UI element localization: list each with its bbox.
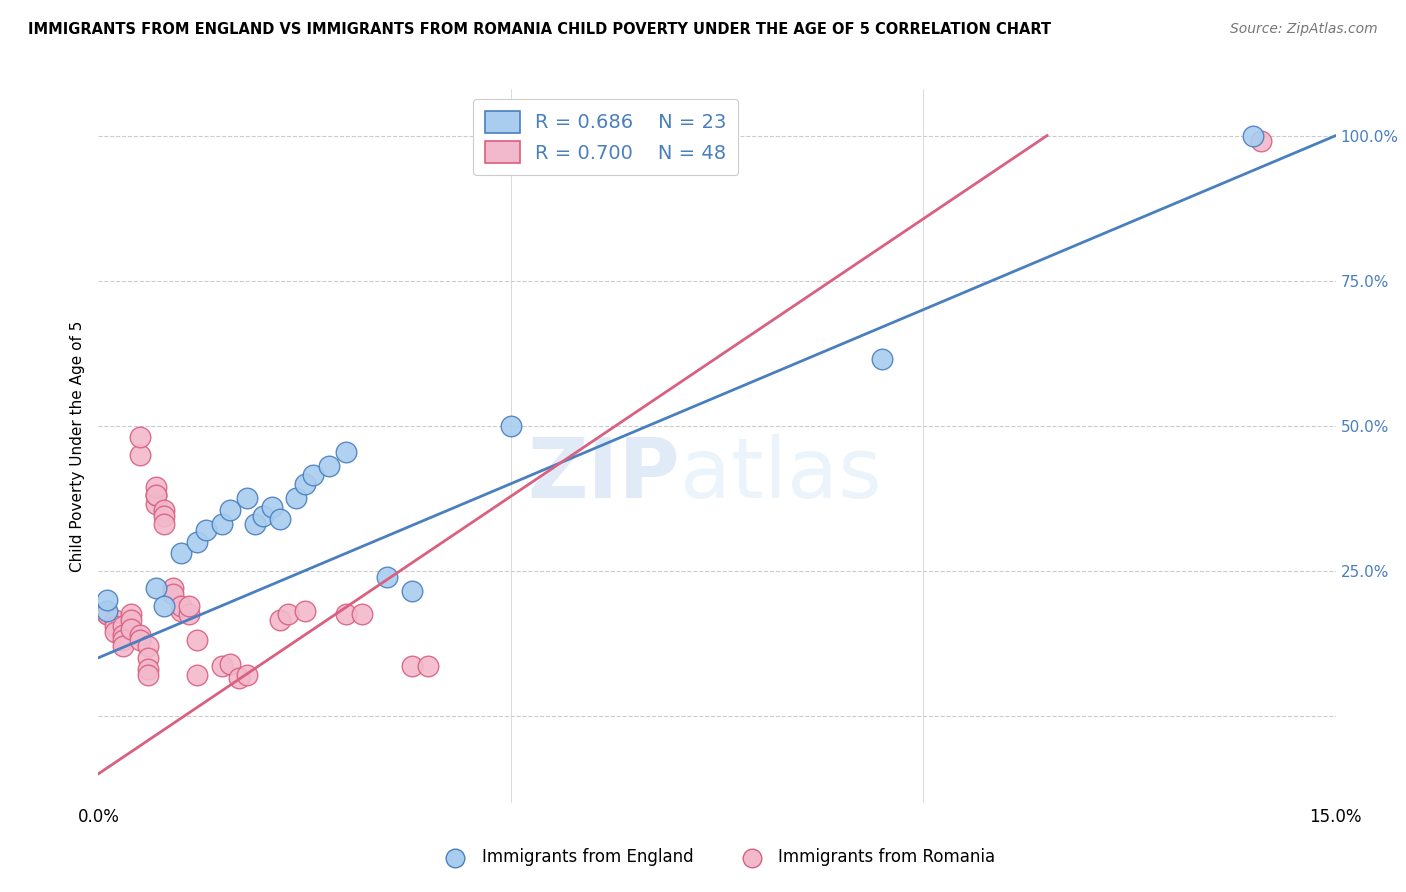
Point [120, 613, 142, 627]
Point [112, 619, 135, 633]
Point [112, 639, 135, 653]
Point [1241, 128, 1264, 143]
Point [96, 607, 118, 622]
Point [236, 668, 259, 682]
Point [516, 135, 538, 149]
Point [294, 604, 316, 618]
Point [104, 613, 127, 627]
Text: atlas: atlas [681, 434, 882, 515]
Point [104, 619, 127, 633]
Point [252, 508, 274, 523]
Point [186, 668, 208, 682]
Point [219, 503, 242, 517]
Point [499, 135, 522, 149]
Point [145, 497, 167, 511]
Point [170, 604, 193, 618]
Point [186, 534, 208, 549]
Point [499, 418, 522, 433]
Point [179, 607, 201, 622]
Point [294, 476, 316, 491]
Text: IMMIGRANTS FROM ENGLAND VS IMMIGRANTS FROM ROMANIA CHILD POVERTY UNDER THE AGE O: IMMIGRANTS FROM ENGLAND VS IMMIGRANTS FR… [28, 22, 1052, 37]
Point [136, 662, 159, 676]
Point [96, 607, 118, 622]
Point [145, 488, 167, 502]
Point [136, 650, 159, 665]
Point [136, 668, 159, 682]
Point [153, 517, 176, 532]
Point [128, 627, 150, 641]
Y-axis label: Child Poverty Under the Age of 5: Child Poverty Under the Age of 5 [70, 320, 86, 572]
Point [211, 517, 233, 532]
Point [260, 500, 283, 514]
Point [162, 587, 184, 601]
Point [145, 581, 167, 595]
Point [870, 351, 893, 366]
Point [96, 604, 118, 618]
Point [120, 607, 142, 622]
Point [128, 633, 150, 648]
Point [170, 599, 193, 613]
Point [120, 622, 142, 636]
Point [153, 508, 176, 523]
Point [170, 546, 193, 560]
Point [277, 607, 299, 622]
Point [128, 430, 150, 444]
Point [335, 445, 357, 459]
Point [153, 599, 176, 613]
Point [318, 459, 340, 474]
Point [179, 599, 201, 613]
Point [145, 488, 167, 502]
Point [96, 592, 118, 607]
Point [533, 135, 555, 149]
Point [219, 657, 242, 671]
Point [418, 659, 440, 673]
Text: Source: ZipAtlas.com: Source: ZipAtlas.com [1230, 22, 1378, 37]
Text: ZIP: ZIP [527, 434, 681, 515]
Point [186, 633, 208, 648]
Point [162, 581, 184, 595]
Point [401, 584, 423, 599]
Point [285, 491, 308, 506]
Point [236, 491, 259, 506]
Point [136, 639, 159, 653]
Legend: Immigrants from England, Immigrants from Romania: Immigrants from England, Immigrants from… [432, 842, 1002, 873]
Point [153, 503, 176, 517]
Point [112, 627, 135, 641]
Point [194, 523, 217, 537]
Point [352, 607, 374, 622]
Point [1250, 135, 1272, 149]
Point [243, 517, 266, 532]
Point [302, 468, 325, 483]
Point [128, 448, 150, 462]
Point [112, 633, 135, 648]
Point [269, 613, 291, 627]
Point [211, 659, 233, 673]
Point [228, 671, 250, 685]
Point [375, 569, 398, 583]
Point [401, 659, 423, 673]
Point [335, 607, 357, 622]
Point [104, 624, 127, 639]
Point [145, 480, 167, 494]
Point [269, 511, 291, 525]
